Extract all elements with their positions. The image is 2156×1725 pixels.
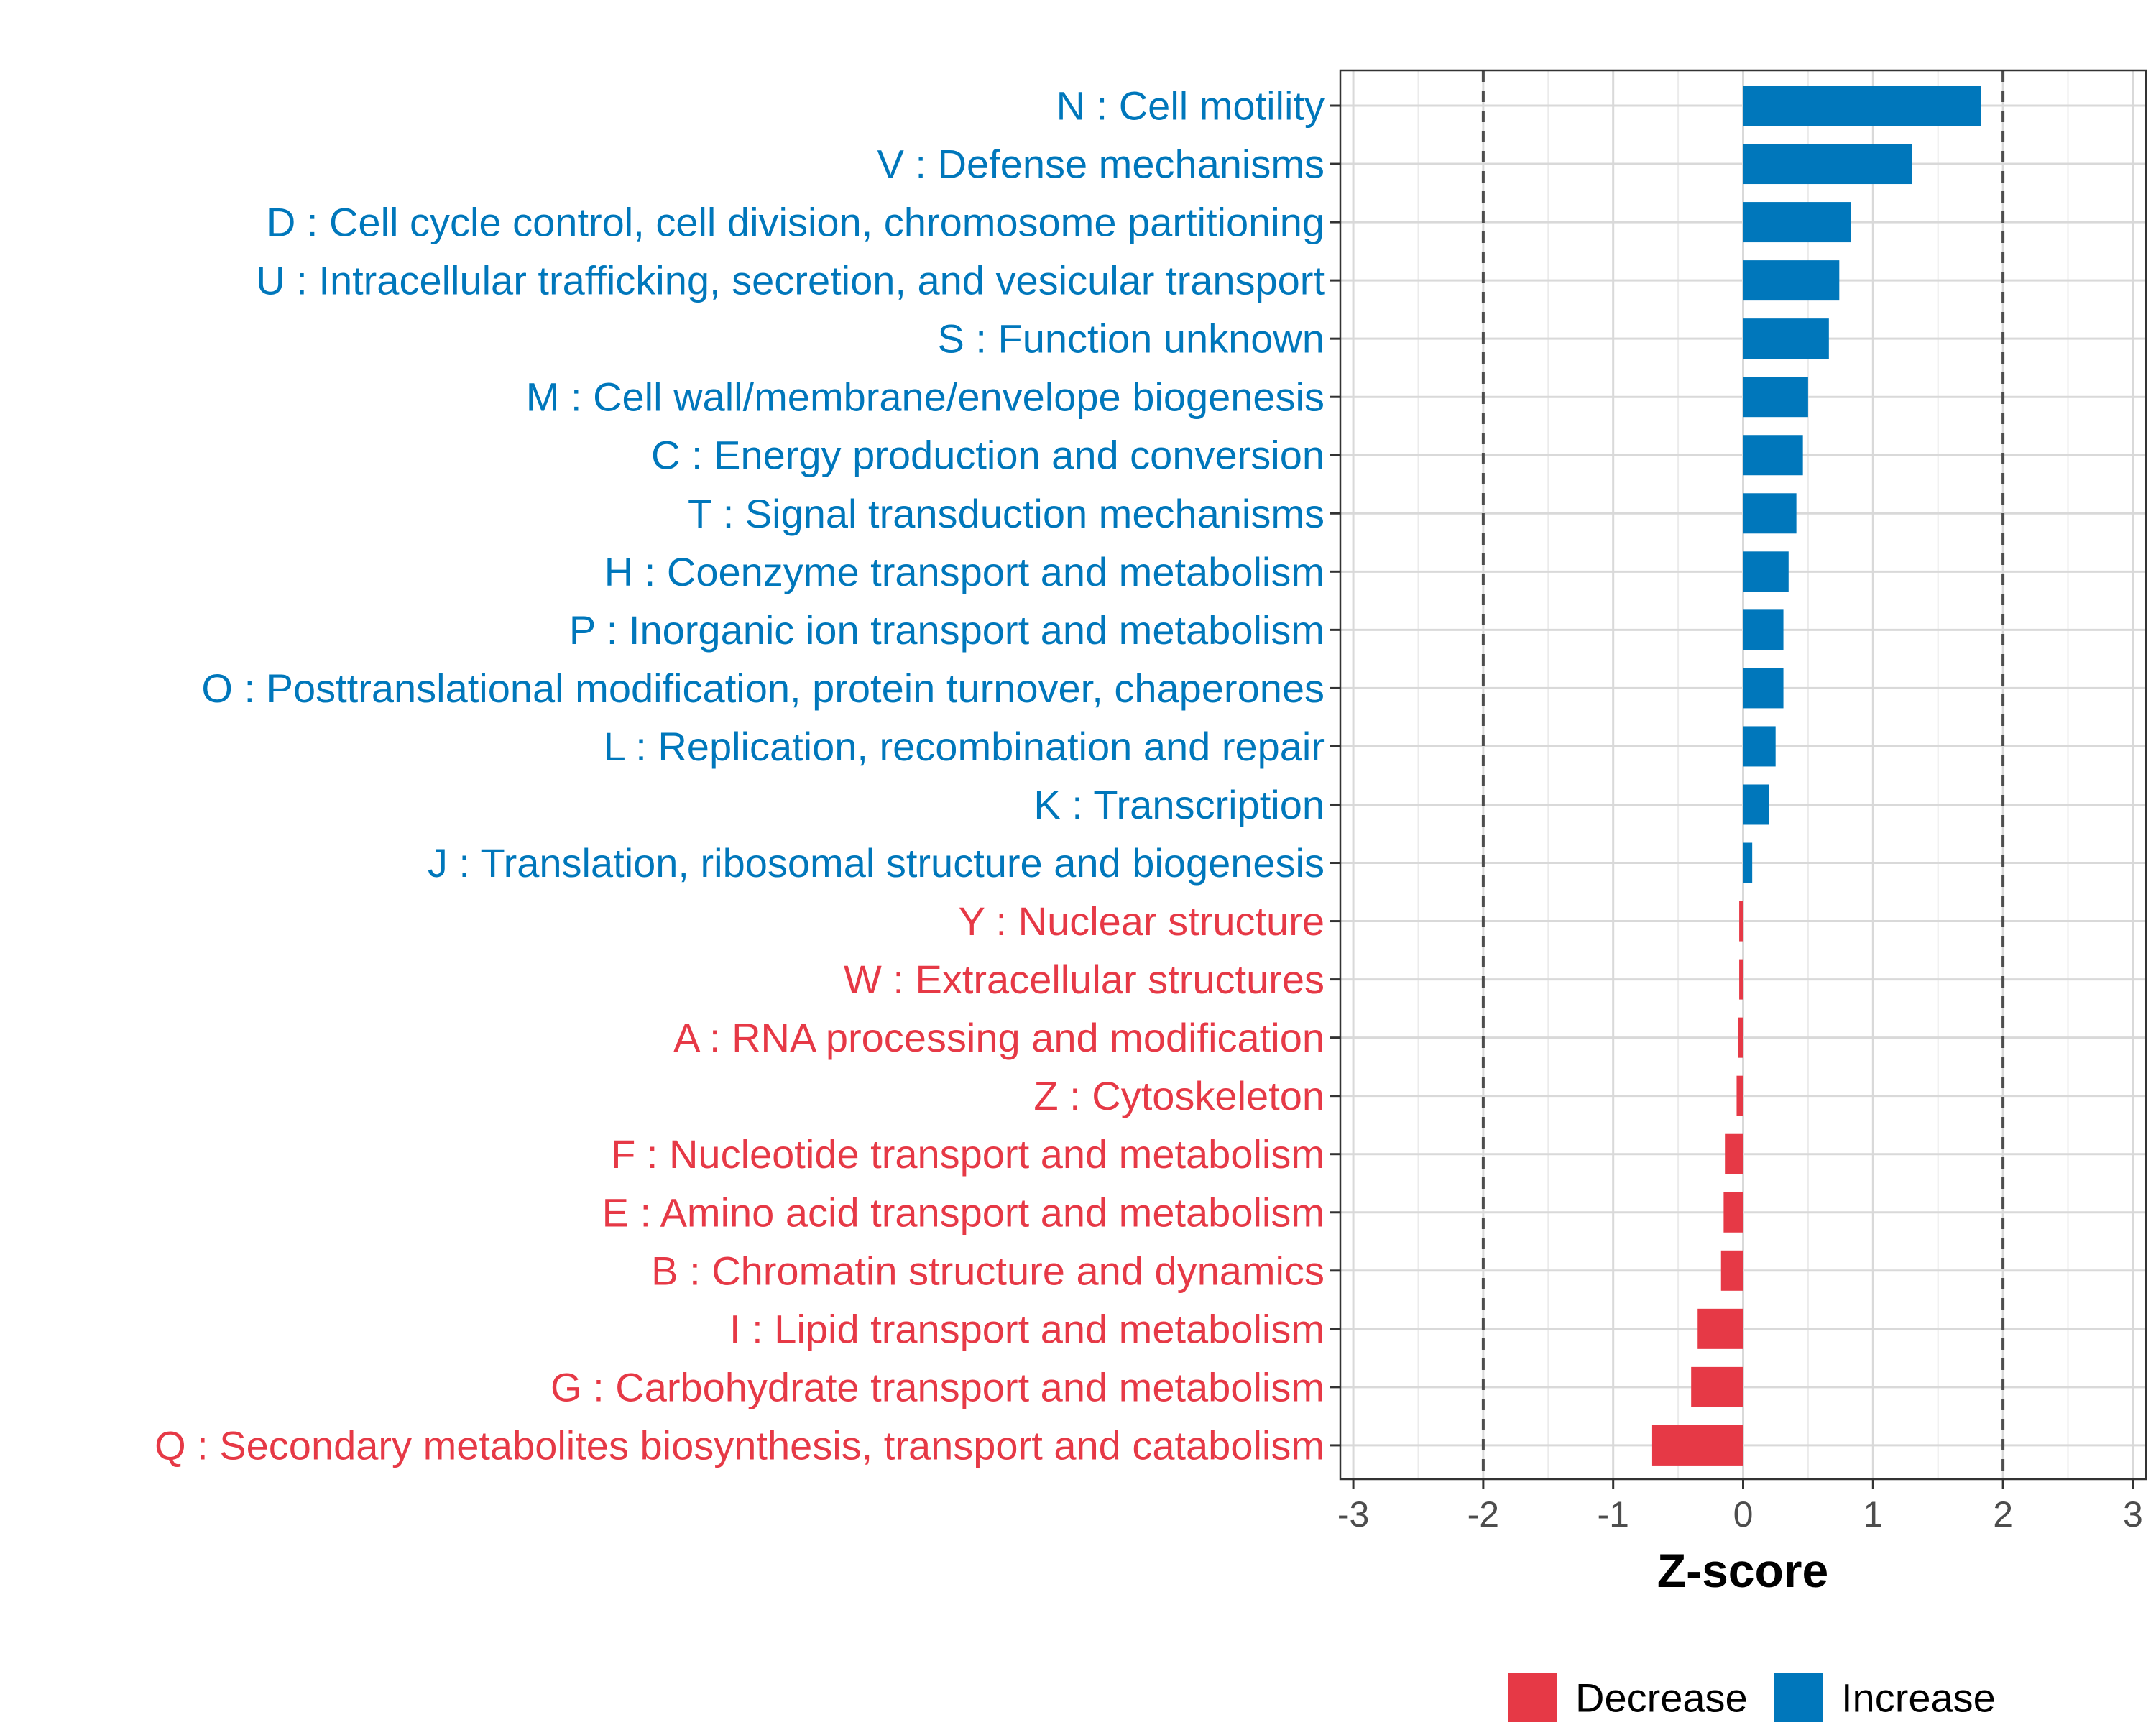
- category-label: P : Inorganic ion transport and metaboli…: [569, 607, 1325, 653]
- category-label: T : Signal transduction mechanisms: [688, 491, 1325, 536]
- category-label: N : Cell motility: [1056, 83, 1325, 129]
- bar: [1743, 842, 1753, 883]
- category-label: J : Translation, ribosomal structure and…: [428, 840, 1325, 886]
- category-label: C : Energy production and conversion: [651, 433, 1325, 478]
- category-label: S : Function unknown: [937, 316, 1325, 362]
- category-label: L : Replication, recombination and repai…: [604, 724, 1325, 769]
- bar: [1743, 668, 1784, 709]
- bars: [1651, 86, 1981, 1466]
- category-label: E : Amino acid transport and metabolism: [602, 1190, 1325, 1235]
- bar: [1743, 318, 1829, 359]
- legend: Decrease Increase: [1508, 1673, 1996, 1722]
- x-tick-label: 3: [2123, 1494, 2143, 1535]
- category-label: K : Transcription: [1033, 782, 1325, 827]
- bar: [1743, 610, 1784, 650]
- bar: [1743, 493, 1797, 534]
- bar: [1691, 1366, 1743, 1407]
- bar: [1697, 1308, 1743, 1349]
- category-label: Q : Secondary metabolites biosynthesis, …: [155, 1422, 1325, 1468]
- bar: [1743, 144, 1912, 185]
- legend-label: Decrease: [1575, 1675, 1748, 1721]
- category-label: I : Lipid transport and metabolism: [729, 1306, 1325, 1351]
- bar: [1743, 377, 1808, 418]
- legend-swatch: [1508, 1673, 1557, 1722]
- bar: [1743, 202, 1851, 243]
- bar: [1739, 959, 1743, 1000]
- x-axis-title: Z-score: [1657, 1544, 1828, 1597]
- category-label: Z : Cytoskeleton: [1033, 1073, 1325, 1118]
- bar: [1720, 1250, 1743, 1291]
- x-tick-label: 2: [1993, 1494, 2013, 1535]
- category-label: D : Cell cycle control, cell division, c…: [267, 200, 1325, 245]
- category-label: M : Cell wall/membrane/envelope biogenes…: [526, 374, 1325, 420]
- bar: [1743, 86, 1981, 126]
- y-axis-ticks: [1330, 104, 1340, 1447]
- x-tick-label: -1: [1597, 1494, 1628, 1535]
- bar: [1739, 901, 1743, 942]
- bar: [1651, 1425, 1743, 1466]
- category-label: Y : Nuclear structure: [959, 898, 1325, 944]
- bar: [1743, 726, 1776, 767]
- legend-label: Increase: [1841, 1675, 1996, 1721]
- bar: [1723, 1192, 1743, 1233]
- bar: [1743, 260, 1840, 301]
- threshold-lines: [1481, 70, 2005, 1479]
- category-label: V : Defense mechanisms: [877, 142, 1325, 187]
- x-tick-label: -3: [1337, 1494, 1369, 1535]
- category-label: G : Carbohydrate transport and metabolis…: [550, 1364, 1325, 1409]
- bar: [1736, 1075, 1743, 1116]
- legend-swatch: [1774, 1673, 1823, 1722]
- category-label: U : Intracellular trafficking, secretion…: [256, 258, 1325, 303]
- x-tick-label: -2: [1468, 1494, 1499, 1535]
- x-axis-ticks: -3 -2 -1 0 1 2 3: [1337, 1479, 2143, 1535]
- bar: [1725, 1133, 1743, 1174]
- category-label: O : Posttranslational modification, prot…: [201, 666, 1325, 711]
- bar: [1743, 435, 1803, 476]
- x-tick-label: 0: [1733, 1494, 1754, 1535]
- category-label: F : Nucleotide transport and metabolism: [611, 1131, 1325, 1177]
- category-labels: N : Cell motility V : Defense mechanisms D…: [155, 83, 1325, 1468]
- bar: [1743, 551, 1789, 592]
- bar: [1738, 1017, 1743, 1058]
- bar: [1743, 784, 1769, 825]
- category-label: B : Chromatin structure and dynamics: [651, 1248, 1325, 1293]
- x-tick-label: 1: [1863, 1494, 1883, 1535]
- category-label: W : Extracellular structures: [844, 957, 1325, 1002]
- category-label: H : Coenzyme transport and metabolism: [604, 549, 1325, 594]
- category-label: A : RNA processing and modification: [673, 1015, 1325, 1060]
